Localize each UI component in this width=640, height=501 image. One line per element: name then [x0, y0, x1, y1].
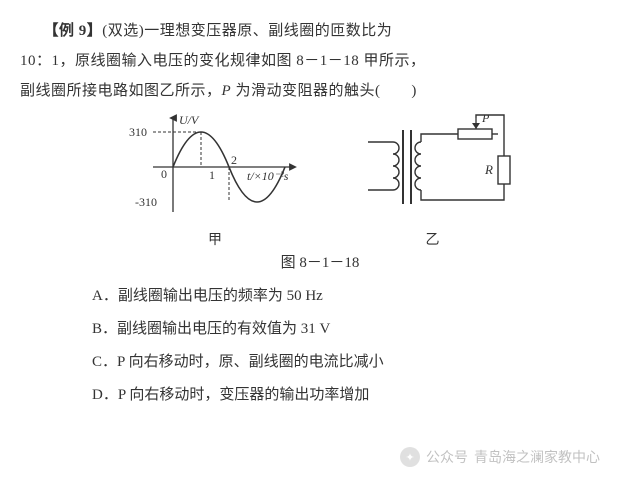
primary-coil: [368, 142, 399, 190]
stem-1-rest: 一理想变压器原、副线圈的匝数比为: [144, 23, 392, 39]
options-list: A．副线圈输出电压的频率为 50 Hz B．副线圈输出电压的有效值为 31 V …: [92, 280, 620, 412]
figure-graph-block: U/V 310 0 -310 1 2 t/×10⁻²s 甲: [123, 112, 308, 249]
opt-C-letter: C．: [92, 354, 117, 370]
rheostat-body: [458, 129, 492, 139]
resistor-R: [498, 156, 510, 184]
tag: (双选): [102, 23, 144, 39]
ytick-n310: -310: [135, 195, 157, 209]
figures-row: U/V 310 0 -310 1 2 t/×10⁻²s 甲 P: [20, 112, 620, 249]
transformer-circuit: P R: [348, 112, 518, 222]
watermark-text: 青岛海之澜家教中心: [474, 447, 600, 467]
xtick-2: 2: [231, 153, 237, 167]
stem-line-2: 10：1，原线圈输入电压的变化规律如图 8－1－18 甲所示，: [20, 46, 620, 76]
wire-bottom: [421, 184, 504, 200]
option-A: A．副线圈输出电压的频率为 50 Hz: [92, 280, 620, 313]
stem-line-1: 【例 9】(双选)一理想变压器原、副线圈的匝数比为: [20, 16, 620, 46]
xtick-1: 1: [209, 168, 215, 182]
label-R: R: [484, 162, 493, 177]
x-axis-label: t/×10⁻²s: [247, 169, 289, 183]
var-P: P: [222, 83, 232, 99]
option-C: C．P 向右移动时，原、副线圈的电流比减小: [92, 346, 620, 379]
fig-sublabel-yi: 乙: [348, 229, 518, 249]
ytick-0: 0: [161, 167, 167, 181]
opt-B-text: 副线圈输出电压的有效值为 31 V: [117, 321, 330, 337]
ytick-310: 310: [129, 125, 147, 139]
voltage-graph: U/V 310 0 -310 1 2 t/×10⁻²s: [123, 112, 308, 222]
problem-stem: 【例 9】(双选)一理想变压器原、副线圈的匝数比为 10：1，原线圈输入电压的变…: [20, 16, 620, 106]
fig-sublabel-jia: 甲: [123, 229, 308, 249]
opt-A-letter: A．: [92, 288, 118, 304]
watermark: ✦ 公众号 青岛海之澜家教中心: [400, 447, 600, 467]
stem-3b: 为滑动变阻器的触头( ): [231, 83, 417, 99]
opt-D-text: 向右移动时，变压器的输出功率增加: [126, 387, 370, 403]
opt-C-P: P: [117, 354, 125, 370]
opt-C-text: 向右移动时，原、副线圈的电流比减小: [125, 354, 384, 370]
watermark-label: 公众号: [426, 447, 468, 467]
option-D: D．P 向右移动时，变压器的输出功率增加: [92, 379, 620, 412]
opt-B-letter: B．: [92, 321, 117, 337]
slider-arrow-icon: [472, 123, 480, 129]
stem-line-3: 副线圈所接电路如图乙所示，P 为滑动变阻器的触头( ): [20, 76, 620, 106]
stem-3a: 副线圈所接电路如图乙所示，: [20, 83, 222, 99]
secondary-coil: [415, 142, 421, 190]
figure-circuit-block: P R 乙: [348, 112, 518, 249]
option-B: B．副线圈输出电压的有效值为 31 V: [92, 313, 620, 346]
opt-A-text: 副线圈输出电压的频率为 50 Hz: [118, 288, 323, 304]
example-label: 【例 9】: [51, 23, 102, 39]
opt-D-P: P: [118, 387, 126, 403]
wire-top-secondary: [421, 134, 458, 142]
y-axis-label: U/V: [179, 113, 200, 127]
watermark-icon: ✦: [400, 447, 420, 467]
opt-D-letter: D．: [92, 387, 118, 403]
label-P: P: [481, 112, 490, 125]
figure-caption: 图 8－1－18: [20, 251, 620, 272]
